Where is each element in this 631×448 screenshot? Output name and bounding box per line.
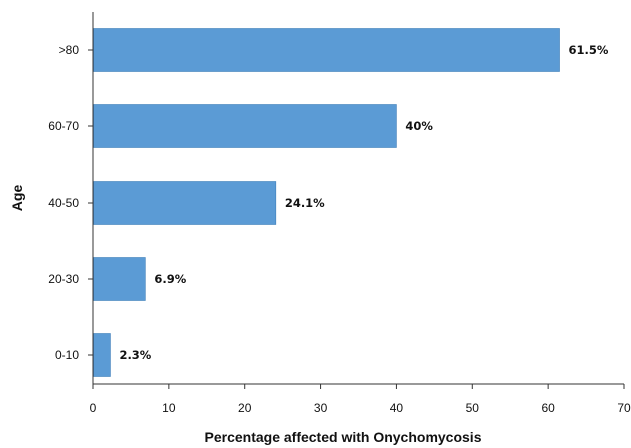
bar <box>93 181 277 225</box>
x-tick-label: 40 <box>390 401 404 415</box>
y-tick-label: 0-10 <box>55 348 79 362</box>
x-tick-label: 30 <box>314 401 328 415</box>
bars-layer <box>93 28 560 377</box>
y-tick-label: 60-70 <box>48 119 79 133</box>
bar <box>93 333 111 377</box>
bar <box>93 257 146 301</box>
data-label: 61.5% <box>569 43 609 57</box>
y-axis-title: Age <box>9 185 25 212</box>
data-label: 40% <box>405 119 433 133</box>
x-axis-title: Percentage affected with Onychomycosis <box>205 429 482 445</box>
y-tick-label: 40-50 <box>48 196 79 210</box>
x-axis-ticks: 0 10 20 30 40 50 60 70 <box>90 384 631 415</box>
data-label: 6.9% <box>154 272 186 286</box>
data-label: 24.1% <box>285 196 325 210</box>
x-tick-label: 70 <box>617 401 631 415</box>
y-tick-label: 20-30 <box>48 272 79 286</box>
bar <box>93 104 397 148</box>
data-labels: 61.5% 40% 24.1% 6.9% 2.3% <box>119 43 608 362</box>
x-tick-label: 60 <box>541 401 555 415</box>
x-tick-label: 50 <box>466 401 480 415</box>
y-tick-labels: >80 60-70 40-50 20-30 0-10 <box>48 43 93 362</box>
x-tick-label: 10 <box>162 401 176 415</box>
bar <box>93 28 560 72</box>
x-tick-label: 0 <box>90 401 97 415</box>
data-label: 2.3% <box>119 348 151 362</box>
x-tick-label: 20 <box>238 401 252 415</box>
y-tick-label: >80 <box>59 43 80 57</box>
